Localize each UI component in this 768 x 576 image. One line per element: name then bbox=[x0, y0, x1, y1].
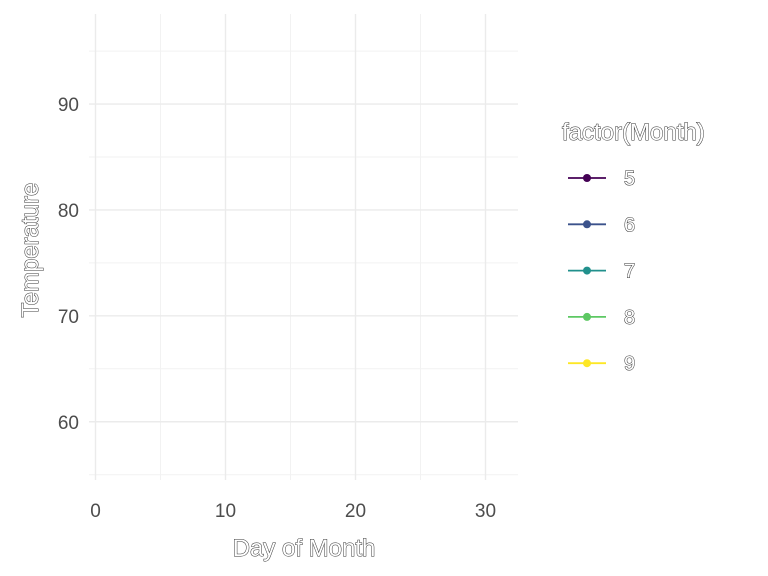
legend-key-point bbox=[583, 359, 591, 368]
legend-items: 5 6 7 8 9 bbox=[568, 168, 636, 376]
y-tick-label: 90 bbox=[58, 95, 79, 116]
legend-item: 9 bbox=[568, 353, 636, 376]
x-tick-label: 0 bbox=[90, 501, 101, 522]
x-tick-label: 20 bbox=[345, 501, 366, 522]
y-tick-label: 80 bbox=[58, 201, 79, 222]
legend-item: 6 bbox=[568, 214, 636, 237]
y-axis-title: Temperature bbox=[17, 183, 44, 318]
y-tick-labels: 60 70 80 90 bbox=[58, 95, 79, 434]
x-axis-title: Day of Month bbox=[233, 535, 376, 562]
legend-item: 5 bbox=[568, 168, 636, 191]
legend-key-point bbox=[583, 266, 591, 275]
y-tick-label: 60 bbox=[58, 413, 79, 434]
x-tick-label: 10 bbox=[215, 501, 236, 522]
legend: factor(Month) 5 6 7 8 9 bbox=[562, 119, 706, 376]
legend-key-point bbox=[583, 312, 591, 321]
legend-title: factor(Month) bbox=[562, 119, 705, 146]
y-tick-label: 70 bbox=[58, 307, 79, 328]
legend-label: 7 bbox=[624, 261, 635, 283]
major-gridlines bbox=[89, 14, 518, 480]
legend-label: 5 bbox=[624, 168, 635, 190]
minor-gridlines bbox=[89, 14, 518, 480]
legend-item: 7 bbox=[568, 260, 636, 283]
legend-label: 8 bbox=[624, 307, 635, 329]
x-tick-labels: 0 10 20 30 bbox=[90, 501, 496, 522]
legend-item: 8 bbox=[568, 306, 636, 329]
legend-key-point bbox=[583, 220, 591, 229]
x-tick-label: 30 bbox=[475, 501, 496, 522]
legend-key-point bbox=[583, 174, 591, 182]
legend-label: 9 bbox=[624, 353, 635, 375]
legend-label: 6 bbox=[624, 214, 635, 236]
